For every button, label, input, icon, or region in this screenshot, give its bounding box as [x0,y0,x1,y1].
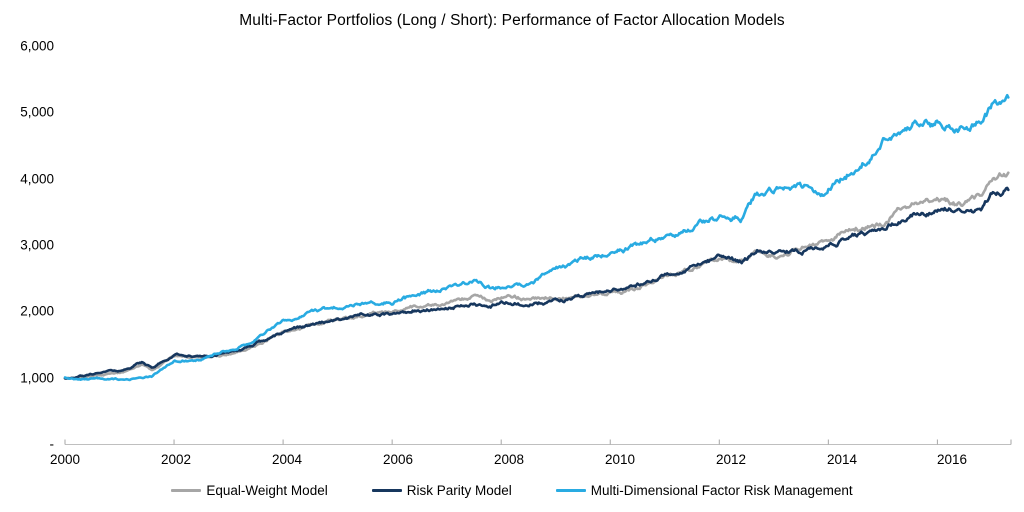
x-axis-label: 2004 [271,452,303,467]
legend: Equal-Weight Model Risk Parity Model Mul… [0,483,1024,498]
multi-dimensional-line-swatch [555,489,586,492]
legend-item-risk-parity: Risk Parity Model [371,483,512,498]
x-axis-label: 2014 [826,452,858,467]
y-axis-label: 4,000 [20,171,54,187]
x-axis-label: 2008 [493,452,525,467]
chart-title: Multi-Factor Portfolios (Long / Short): … [239,12,785,29]
x-axis-label: 2002 [160,452,192,467]
series-line-multi-dimensional-factor-risk-management [63,93,1010,382]
y-axis-label: 3,000 [20,237,54,253]
equal-weight-line-swatch [171,489,202,492]
legend-item-equal-weight: Equal-Weight Model [171,483,328,498]
y-axis-label: - [49,436,55,452]
y-axis-label: 5,000 [20,104,54,120]
legend-label: Equal-Weight Model [206,483,328,498]
x-axis-label: 2000 [49,452,81,467]
y-axis-label: 6,000 [20,38,54,54]
legend-label: Risk Parity Model [406,483,512,498]
legend-label: Multi-Dimensional Factor Risk Management [590,483,853,498]
x-axis-label: 2006 [382,452,414,467]
risk-parity-line-swatch [371,489,402,492]
y-axis-label: 2,000 [20,303,54,319]
x-axis-label: 2016 [936,452,968,467]
series-line-risk-parity-model [63,186,1010,380]
x-axis-label: 2010 [604,452,636,467]
x-axis-label: 2012 [715,452,747,467]
legend-item-multi-dimensional: Multi-Dimensional Factor Risk Management [555,483,853,498]
y-axis-label: 1,000 [20,370,54,386]
series-line-equal-weight-model [63,171,1010,380]
